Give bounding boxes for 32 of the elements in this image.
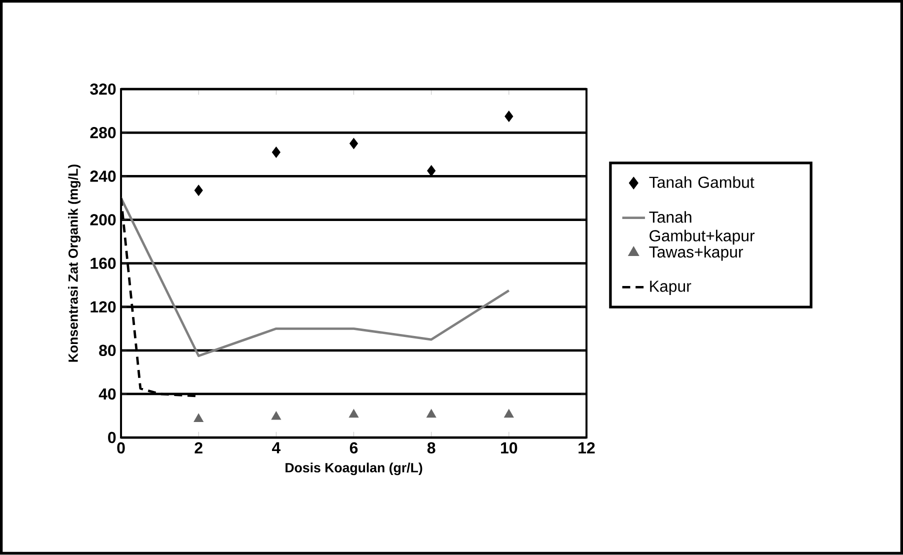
point <box>194 414 204 422</box>
x-axis-title: Dosis Koagulan (gr/L) <box>286 462 422 476</box>
point <box>504 409 514 418</box>
legend-label: Tanah Gambut+kapur <box>649 211 755 245</box>
x-tick-label: 2 <box>194 442 202 454</box>
y-tick-label: 200 <box>90 214 116 226</box>
x-tick-label: 10 <box>501 442 518 454</box>
point <box>504 110 514 122</box>
y-tick-label: 120 <box>90 301 116 313</box>
x-tick-label: 12 <box>578 442 595 454</box>
point <box>350 138 358 150</box>
x-tick-label: 6 <box>350 442 358 454</box>
x-tick-label: 8 <box>427 442 436 454</box>
y-tick-label: 40 <box>98 388 116 400</box>
legend-label: Tanah Gambut <box>649 176 754 188</box>
x-tick-label: 0 <box>117 442 125 454</box>
y-tick-label: 80 <box>99 344 116 356</box>
y-axis-title: Konsentrasi Zat Organik (mg/L) <box>68 164 81 362</box>
x-tick-label: 4 <box>272 442 281 454</box>
y-tick-label: 240 <box>90 170 116 182</box>
point <box>426 409 436 418</box>
point <box>194 184 203 196</box>
y-tick-label: 320 <box>90 84 116 95</box>
line-series <box>121 197 510 358</box>
y-tick-label: 280 <box>90 127 116 139</box>
point <box>348 409 359 418</box>
legend-label: Tawas+kapur <box>649 246 744 262</box>
point <box>271 411 282 420</box>
legend-label: Kapur <box>650 280 692 296</box>
y-tick-label: 0 <box>108 432 116 444</box>
y-tick-label: 160 <box>90 258 116 270</box>
point <box>272 146 280 158</box>
